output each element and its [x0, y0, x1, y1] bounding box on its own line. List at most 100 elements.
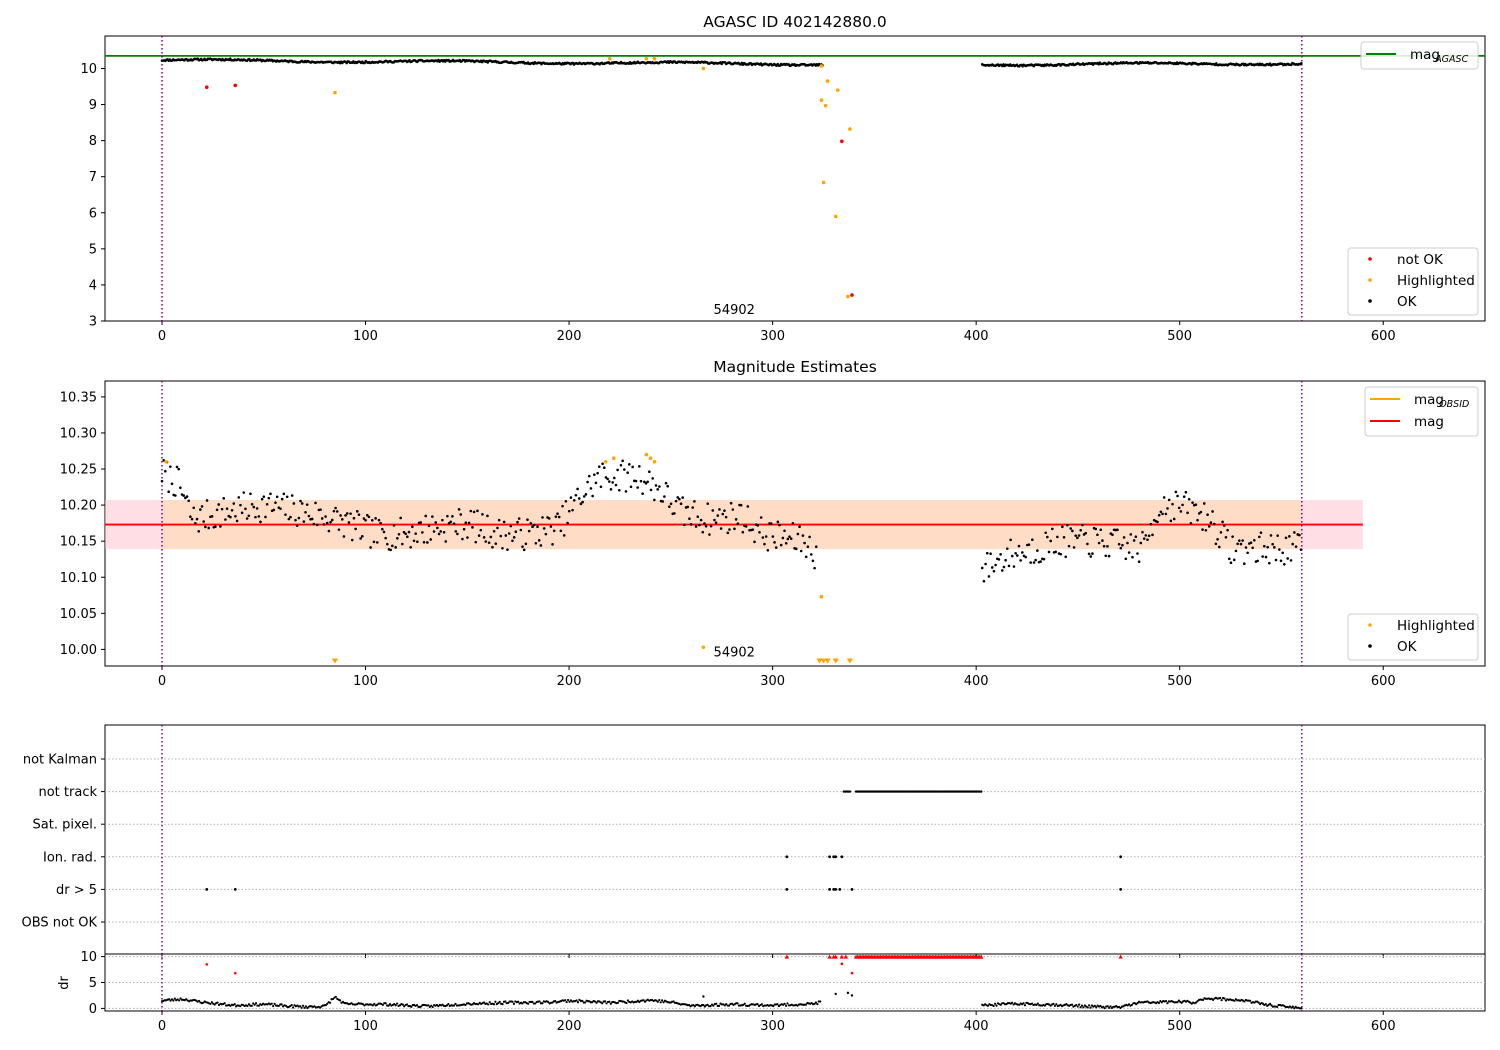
- ok-point: [519, 528, 523, 532]
- ok-point: [1157, 513, 1161, 517]
- flag-point: [233, 888, 237, 891]
- ok-point: [980, 566, 984, 570]
- ok-point: [215, 508, 219, 512]
- ok-point: [303, 1006, 306, 1009]
- ok-point: [709, 524, 713, 528]
- ok-point: [324, 1004, 327, 1007]
- ok-point: [591, 494, 594, 498]
- panel-title: AGASC ID 402142880.0: [703, 13, 887, 31]
- ok-point: [549, 525, 553, 528]
- ok-point: [252, 1002, 255, 1005]
- y-tick-label: 10.35: [60, 390, 97, 405]
- ok-point: [424, 514, 427, 518]
- ok-point: [444, 540, 448, 543]
- below-axis-marker: [824, 658, 831, 664]
- ok-point: [557, 515, 561, 519]
- y-tick-label: 10.20: [60, 499, 97, 514]
- ok-point: [1119, 546, 1123, 550]
- ok-point: [850, 994, 854, 997]
- ok-point: [1151, 533, 1154, 537]
- ok-point: [361, 1003, 364, 1006]
- ok-point: [254, 1002, 258, 1005]
- ok-point: [472, 510, 476, 514]
- ok-point: [1221, 520, 1224, 524]
- ok-point: [1141, 530, 1144, 534]
- ok-point: [1249, 999, 1252, 1002]
- y-tick-label: 10.05: [60, 607, 97, 622]
- highlighted-point: [819, 64, 824, 68]
- ok-point: [577, 497, 581, 500]
- ok-point: [604, 476, 608, 479]
- ok-point: [1129, 533, 1133, 536]
- ok-point: [1002, 565, 1006, 569]
- ok-point: [819, 1000, 822, 1003]
- ok-point: [569, 999, 573, 1002]
- ok-point: [1202, 502, 1206, 505]
- ok-point: [699, 518, 703, 522]
- ok-point: [1007, 564, 1011, 568]
- not-ok-point: [204, 85, 209, 90]
- ok-point: [816, 1003, 819, 1006]
- x-tick-label: 100: [353, 1019, 378, 1034]
- ok-point: [486, 514, 489, 518]
- legend-label: not OK: [1397, 252, 1444, 268]
- ok-point: [436, 526, 439, 530]
- ok-point: [1093, 1004, 1096, 1007]
- ok-point: [229, 515, 232, 519]
- x-tick-label: 500: [1167, 329, 1192, 344]
- ok-point: [1298, 533, 1301, 537]
- y-tick-label: 5: [89, 976, 97, 991]
- ok-point: [250, 503, 254, 506]
- ok-point: [616, 468, 619, 472]
- ok-point: [253, 1003, 256, 1006]
- y-tick-label: 10.30: [60, 426, 97, 441]
- magnitude-panel: AGASC ID 402142880.0 54902 0 100 200 300 400…: [80, 13, 1486, 344]
- ok-point: [225, 507, 229, 510]
- ok-point: [414, 532, 417, 535]
- ok-point: [464, 1003, 467, 1007]
- ok-point: [1032, 561, 1036, 564]
- ok-point: [487, 541, 491, 544]
- ok-point: [1149, 522, 1153, 526]
- ok-point: [514, 530, 518, 534]
- ok-point: [319, 508, 322, 511]
- ok-point: [439, 530, 443, 533]
- ok-point: [426, 541, 429, 544]
- ok-point: [999, 1003, 1002, 1006]
- ok-point: [381, 527, 384, 531]
- ok-point: [1174, 490, 1178, 494]
- ok-point: [334, 506, 337, 510]
- ok-point: [1283, 1004, 1286, 1008]
- ok-point: [411, 525, 414, 529]
- ok-point: [1216, 537, 1219, 541]
- ok-point: [300, 502, 304, 505]
- ok-point: [1086, 1006, 1089, 1009]
- ok-point: [1219, 531, 1223, 534]
- x-tick-label: 100: [353, 329, 378, 344]
- ok-point: [728, 528, 731, 531]
- ok-point: [239, 503, 242, 507]
- ok-point: [199, 508, 202, 511]
- ok-point: [494, 1000, 497, 1003]
- ok-point: [796, 532, 800, 536]
- ok-point: [1147, 534, 1151, 538]
- ok-point: [1039, 560, 1042, 563]
- ok-point: [1273, 546, 1276, 549]
- ok-point: [365, 513, 369, 517]
- ok-point: [384, 1002, 387, 1005]
- ok-point: [217, 503, 221, 506]
- flag-point: [832, 855, 836, 859]
- ok-point: [405, 1003, 409, 1006]
- y-tick-label: 10: [80, 62, 97, 77]
- ok-point: [1177, 999, 1180, 1002]
- ok-point: [681, 496, 685, 499]
- ok-point: [813, 566, 816, 570]
- ok-point: [641, 492, 644, 495]
- ok-point: [723, 509, 726, 512]
- ok-point: [774, 546, 778, 549]
- ok-point: [471, 1003, 474, 1006]
- ok-point: [1036, 549, 1039, 552]
- ok-point: [628, 463, 631, 466]
- highlighted-point: [819, 594, 824, 599]
- ok-point: [210, 515, 214, 518]
